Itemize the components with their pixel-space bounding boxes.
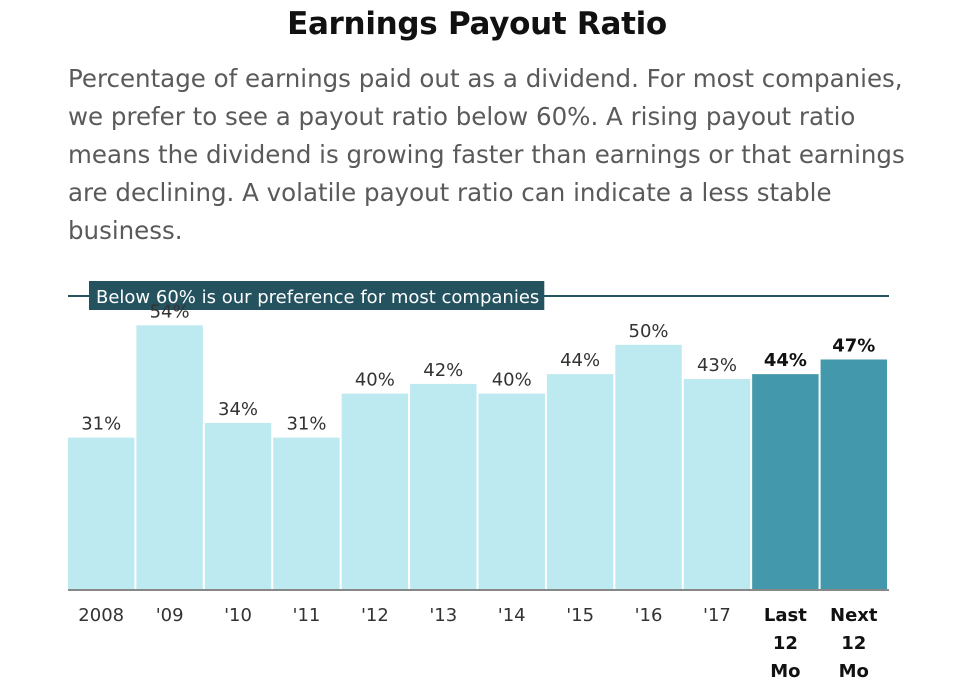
- value-label-10: 44%: [764, 350, 807, 371]
- value-label-6: 40%: [492, 370, 532, 391]
- x-tick-line-7-0: '15: [566, 605, 594, 626]
- x-tick-line-10-2: Mo: [770, 661, 800, 682]
- value-label-2: 34%: [218, 399, 258, 420]
- value-label-0: 31%: [81, 414, 121, 435]
- bar-1: [136, 325, 203, 589]
- bar-10: [752, 374, 819, 589]
- x-tick-line-11-2: Mo: [839, 661, 869, 682]
- x-tick-line-5-0: '13: [429, 605, 457, 626]
- preference-reference: Below 60% is our preference for most com…: [68, 281, 889, 310]
- value-label-8: 50%: [629, 321, 669, 342]
- value-labels-group: 31% 54% 34% 31% 40% 42% 40% 44% 50% 43% 44% 47%: [81, 301, 875, 434]
- x-tick-line-4-0: '12: [361, 605, 389, 626]
- x-tick-label-6: '14: [498, 605, 526, 626]
- chart-description: Percentage of earnings paid out as a div…: [68, 64, 905, 245]
- x-tick-line-9-0: '17: [703, 605, 731, 626]
- x-tick-line-8-0: '16: [635, 605, 663, 626]
- x-tick-line-0-0: 2008: [78, 605, 124, 626]
- bar-3: [273, 437, 340, 589]
- x-tick-label-1: '09: [156, 605, 184, 626]
- value-label-9: 43%: [697, 355, 737, 376]
- x-tick-label-7: '15: [566, 605, 594, 626]
- bar-11: [820, 359, 887, 589]
- x-tick-label-10: Last 12 Mo: [764, 605, 807, 682]
- bar-8: [615, 344, 682, 589]
- x-tick-label-4: '12: [361, 605, 389, 626]
- bar-0: [68, 437, 135, 589]
- x-tick-line-11-1: 12: [841, 633, 866, 654]
- bar-2: [204, 422, 272, 589]
- bar-9: [683, 379, 751, 589]
- x-tick-line-6-0: '14: [498, 605, 526, 626]
- x-tick-line-3-0: '11: [293, 605, 321, 626]
- x-tick-label-5: '13: [429, 605, 457, 626]
- preference-label-background: [89, 281, 545, 310]
- bar-6: [478, 393, 545, 589]
- x-tick-line-10-1: 12: [773, 633, 798, 654]
- value-label-5: 42%: [423, 360, 463, 381]
- x-tick-label-9: '17: [703, 605, 731, 626]
- value-label-3: 31%: [286, 414, 326, 435]
- x-tick-label-11: Next 12 Mo: [830, 605, 878, 682]
- x-tick-line-11-0: Next: [830, 605, 878, 626]
- x-tick-labels-group: 2008'09'10'11'12'13'14'15'16'17 Last 12 MoN…: [78, 605, 878, 682]
- value-label-4: 40%: [355, 370, 395, 391]
- x-tick-line-10-0: Last: [764, 605, 807, 626]
- bars-group: [68, 325, 887, 589]
- bar-4: [341, 393, 409, 589]
- x-tick-line-1-0: '09: [156, 605, 184, 626]
- x-tick-label-0: 2008: [78, 605, 124, 626]
- chart-title: Earnings Payout Ratio: [287, 6, 667, 42]
- bar-7: [546, 374, 614, 589]
- x-tick-label-2: '10: [224, 605, 252, 626]
- value-label-7: 44%: [560, 350, 600, 371]
- preference-label: Below 60% is our preference for most com…: [96, 287, 539, 308]
- value-label-1: 54%: [150, 301, 190, 322]
- x-tick-label-3: '11: [293, 605, 321, 626]
- value-label-11: 47%: [832, 335, 875, 356]
- x-tick-label-8: '16: [635, 605, 663, 626]
- bar-5: [410, 383, 477, 589]
- x-tick-line-2-0: '10: [224, 605, 252, 626]
